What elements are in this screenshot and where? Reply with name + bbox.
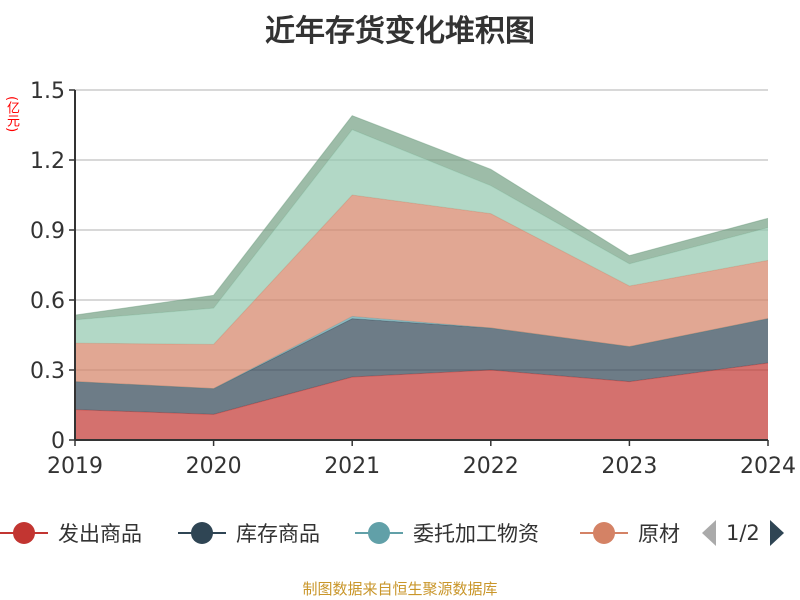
legend-item[interactable]: 发出商品 [0,518,142,548]
y-axis-unit: (亿元) [4,96,19,133]
next-page-icon[interactable] [768,518,786,548]
legend-marker-icon [580,521,628,545]
legend-label: 原材 [638,522,680,546]
series-line-2 [74,315,769,390]
legend-item[interactable]: 原材 [580,518,682,548]
legend-label: 库存商品 [236,522,320,546]
legend-item[interactable]: 库存商品 [178,518,320,548]
y-tick-label: 0.9 [30,219,65,244]
legend-pager: 1/2 [700,518,786,548]
area-series-1 [75,318,768,415]
x-tick-label: 2020 [186,454,242,479]
y-tick-label: 1.2 [30,149,65,174]
x-tick-label: 2021 [324,454,380,479]
x-tick-label: 2023 [601,454,657,479]
legend-item[interactable]: 委托加工物资 [355,518,539,548]
legend-page-number: 1/2 [726,521,760,545]
legend-label: 发出商品 [58,522,142,546]
area-series-0 [75,363,768,440]
x-tick-label: 2019 [47,454,103,479]
prev-page-icon[interactable] [700,518,718,548]
legend: 发出商品 库存商品 委托加工物资 原材 [0,518,800,548]
x-tick-label: 2024 [740,454,796,479]
source-footer: 制图数据来自恒生聚源数据库 [302,580,498,598]
area-series-5 [75,115,768,320]
legend-label: 委托加工物资 [413,522,539,546]
chart-title: 近年存货变化堆积图 [265,14,535,49]
y-tick-label: 0.3 [30,359,65,384]
chart-plot: 0 0.3 0.6 0.9 1.2 1.5 2019 2020 2021 2022 2023 2024 [30,79,796,479]
area-series-3 [75,195,768,389]
x-tick-label: 2022 [463,454,519,479]
legend-marker-icon [0,521,48,545]
series-line-5 [74,115,769,316]
y-tick-label: 0.6 [30,289,65,314]
y-tick-label: 0 [51,429,65,454]
y-tick-label: 1.5 [30,79,65,104]
area-series-4 [75,129,768,345]
legend-marker-icon [178,521,226,545]
legend-marker-icon [355,521,403,545]
